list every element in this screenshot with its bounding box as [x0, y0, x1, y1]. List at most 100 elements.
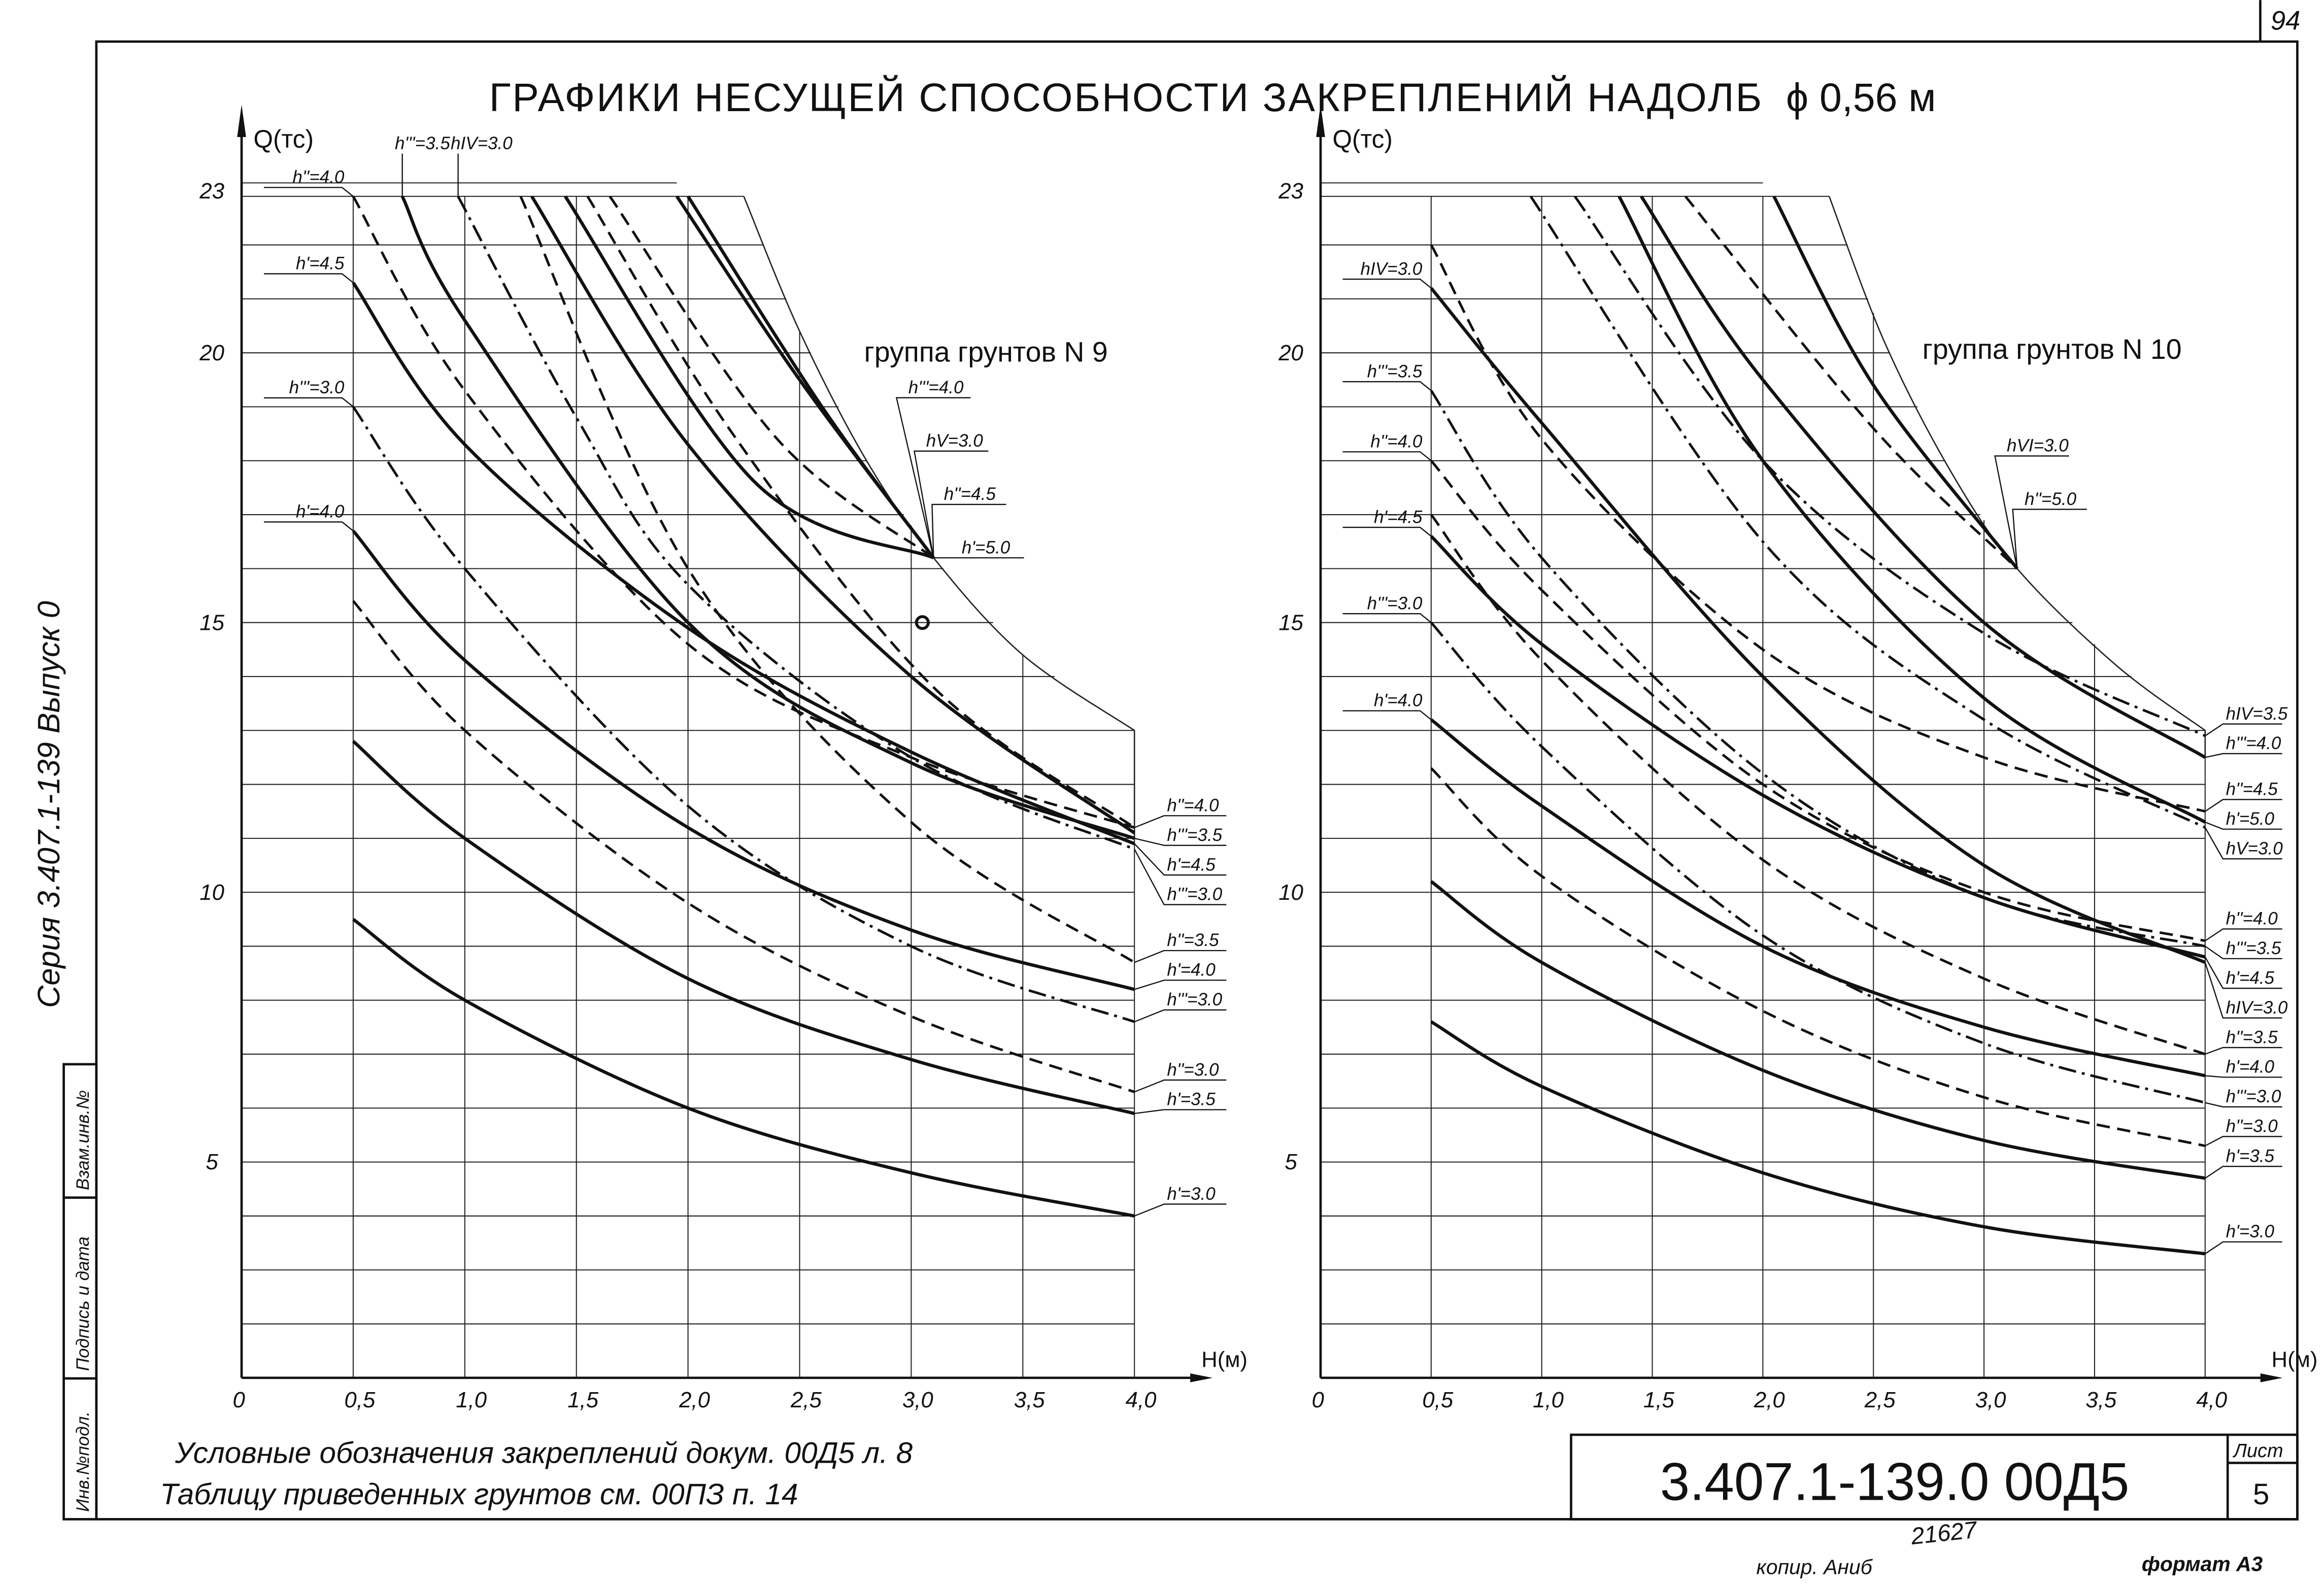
x-tick-label: 3,0 [902, 1388, 933, 1412]
series-end-label: h'=4.5 [1167, 855, 1216, 874]
label-leader-line [1134, 837, 1227, 846]
label-leader-line [1134, 815, 1227, 828]
soil-group-label: группа грунтов N 10 [1923, 333, 2182, 365]
label-leader-line [914, 450, 989, 558]
series-end-label: h'=4.0 [1167, 960, 1216, 980]
y-tick-label: 23 [1278, 179, 1303, 204]
series-end-label: hIV=3.0 [2226, 998, 2288, 1018]
side-cell-inventory: Инв.№подл. [73, 1411, 93, 1512]
series-start-label: h'''=3.0 [1367, 593, 1423, 613]
x-tick-label: 2,0 [679, 1388, 710, 1412]
label-leader-line [2204, 962, 2282, 1019]
series-end-label: h''=3.5 [2226, 1027, 2278, 1047]
series-line [1772, 195, 2018, 570]
label-leader-line [263, 273, 354, 283]
x-tick-label: 1,5 [1643, 1388, 1675, 1412]
series-end-label: h'''=3.0 [1167, 885, 1222, 904]
label-leader-line [1134, 950, 1227, 963]
series-line [609, 195, 934, 559]
chart-soil-group-10: Q(тс) H(м) 0 0,5 1,0 1,5 2,0 2,5 3,0 3,5 4,0 5 10 15 2… [1278, 105, 2317, 1412]
x-tick-label: 4,0 [1126, 1388, 1157, 1412]
series-top-label: hIV=3.0 [451, 133, 513, 153]
envelope-line [1828, 196, 2206, 758]
y-axis-arrow-icon [237, 105, 246, 137]
x-axis-arrow-icon [1190, 1373, 1213, 1382]
note-soils: Таблицу приведенных грунтов см. 00ПЗ п. … [160, 1478, 798, 1511]
series-line [352, 529, 1135, 991]
series-end-label: h'=4.5 [2226, 968, 2275, 988]
series-end-label: h''=4.0 [2226, 909, 2278, 929]
x-tick-label: 0,5 [344, 1388, 376, 1412]
label-leader-line [2205, 946, 2282, 960]
series-upper-label: h''=4.5 [944, 484, 996, 504]
note-legend: Условные обозначения закреплений докум. … [175, 1436, 913, 1469]
series-end-label: h'=3.5 [1167, 1090, 1216, 1109]
title-block: 3.407.1-139.0 00Д5 Лист 5 [1570, 1433, 2299, 1521]
label-leader-line [895, 397, 971, 558]
series-end-label: h''=3.0 [2226, 1117, 2278, 1136]
series-line [352, 740, 1135, 1116]
x-tick-label: 0,5 [1422, 1388, 1454, 1412]
series-end-label: h'=5.0 [2226, 809, 2275, 829]
series-end-label: hV=3.0 [2226, 838, 2283, 858]
series-start-label: h'=4.0 [296, 502, 345, 522]
label-leader-line [2205, 753, 2282, 758]
y-tick-label: 5 [1285, 1150, 1297, 1174]
side-cell-replacement: Взам.инв.№ [73, 1090, 93, 1190]
series-start-label: h'=4.0 [1374, 691, 1423, 711]
series-label: Серия 3.407.1-139 Выпуск 0 [31, 601, 66, 1008]
label-leader-line [1134, 849, 1227, 905]
series-line [1574, 195, 2206, 737]
series-line [1430, 287, 2206, 964]
series-line [1430, 767, 2206, 1148]
series-line [1430, 1020, 2206, 1256]
x-tick-label: 3,5 [1014, 1388, 1046, 1412]
label-leader-line [2205, 799, 2282, 812]
x-tick-label: 2,5 [1864, 1388, 1896, 1412]
x-tick-label: 2,5 [790, 1388, 822, 1412]
series-end-label: h''=4.0 [1167, 795, 1219, 815]
series-line [1430, 880, 2206, 1180]
series-end-label: h'''=4.0 [2226, 733, 2281, 753]
series-end-label: h'''=3.5 [2226, 938, 2281, 958]
y-tick-label: 15 [1278, 610, 1303, 635]
label-leader-line [1994, 455, 2069, 569]
series-end-label: h''=3.5 [1167, 930, 1219, 950]
series-upper-label: h'''=4.0 [908, 378, 964, 397]
label-leader-line [931, 503, 1006, 558]
label-leader-line [1134, 1203, 1227, 1217]
label-leader-line [1134, 1079, 1227, 1093]
label-leader-line [1342, 278, 1432, 289]
label-leader-line [2205, 1047, 2282, 1055]
label-leader-line [2205, 1075, 2282, 1078]
y-tick-label: 20 [1278, 341, 1303, 365]
series-start-label: h'''=3.5 [1367, 361, 1423, 381]
series-top-label: h'''=3.5 [395, 133, 450, 153]
y-tick-label: 5 [206, 1150, 218, 1174]
y-axis-arrow-icon [1316, 105, 1325, 137]
label-leader-line [263, 187, 354, 197]
label-leader-line [2205, 928, 2282, 941]
series-end-label: h'=4.0 [2226, 1057, 2275, 1077]
series-line [400, 195, 1135, 840]
series-line [1430, 460, 2206, 942]
label-leader-line [263, 397, 354, 408]
series-end-label: h'=3.0 [1167, 1184, 1216, 1204]
y-tick-label: 20 [199, 341, 224, 365]
series-line [352, 282, 1135, 846]
series-end-label: h'''=3.0 [1167, 990, 1222, 1009]
label-leader-line [2204, 827, 2282, 860]
series-line [586, 195, 1135, 829]
label-leader-line [1134, 980, 1227, 990]
series-line [675, 195, 935, 559]
series-start-label: h''=4.0 [292, 167, 345, 187]
y-tick-label: 15 [199, 610, 224, 635]
series-end-label: h''=4.5 [2226, 780, 2278, 799]
series-line [1430, 535, 2206, 959]
series-start-label: h''=4.0 [1370, 431, 1423, 451]
series-line [564, 195, 934, 560]
side-cell-signature: Подпись и дата [73, 1236, 93, 1371]
label-leader-line [1342, 710, 1432, 720]
series-line [1430, 514, 2206, 1056]
